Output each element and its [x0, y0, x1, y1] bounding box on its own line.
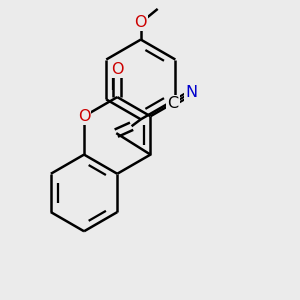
Text: N: N [186, 85, 198, 100]
Text: C: C [167, 96, 178, 111]
Text: O: O [78, 109, 90, 124]
Text: O: O [111, 62, 124, 77]
Text: O: O [134, 15, 147, 30]
